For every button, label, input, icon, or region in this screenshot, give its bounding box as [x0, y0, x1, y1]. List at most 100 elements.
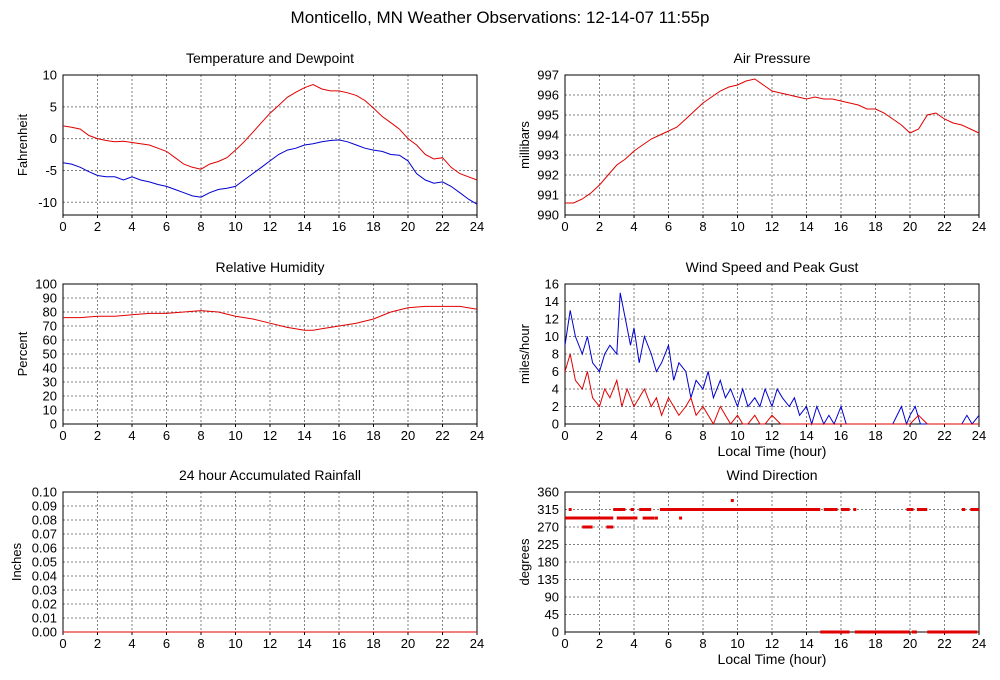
chart-title: Temperature and Dewpoint	[186, 50, 354, 66]
y-tick-label: 14	[545, 294, 559, 309]
y-tick-label: 0	[552, 417, 559, 432]
series-line-0	[565, 78, 980, 204]
series-line-0	[63, 305, 478, 331]
y-tick-label: 4	[552, 382, 559, 397]
y-tick-label: 8	[552, 347, 559, 362]
x-tick-label: 4	[630, 428, 637, 443]
y-axis-label: Inches	[9, 542, 24, 581]
chart-title: Air Pressure	[733, 50, 810, 66]
x-tick-label: 24	[470, 636, 484, 651]
y-tick-label: 135	[537, 572, 559, 587]
y-tick-label: 0.05	[32, 555, 57, 570]
y-tick-label: 997	[537, 68, 559, 83]
x-tick-label: 24	[972, 636, 986, 651]
x-tick-label: 2	[94, 219, 101, 234]
y-tick-label: 6	[552, 364, 559, 379]
x-tick-label: 6	[163, 219, 170, 234]
x-tick-label: 0	[561, 636, 568, 651]
x-tick-label: 16	[834, 428, 848, 443]
x-tick-label: 10	[730, 636, 744, 651]
x-tick-label: 20	[903, 428, 917, 443]
x-tick-label: 18	[366, 636, 380, 651]
x-tick-label: 18	[868, 636, 882, 651]
y-tick-label: 45	[545, 607, 559, 622]
y-tick-label: -5	[45, 163, 57, 178]
x-tick-label: 22	[937, 428, 951, 443]
x-tick-label: 14	[297, 219, 311, 234]
x-tick-label: 10	[228, 428, 242, 443]
y-tick-label: 991	[537, 188, 559, 203]
y-tick-label: 270	[537, 520, 559, 535]
chart-title: 24 hour Accumulated Rainfall	[179, 467, 361, 483]
x-tick-label: 24	[470, 428, 484, 443]
x-tick-label: 8	[699, 219, 706, 234]
x-tick-label: 12	[263, 636, 277, 651]
x-tick-label: 4	[128, 219, 135, 234]
y-tick-label: 0.04	[32, 569, 57, 584]
y-tick-label: 5	[50, 99, 57, 114]
x-tick-label: 18	[868, 428, 882, 443]
x-tick-label: 0	[59, 219, 66, 234]
x-tick-label: 2	[596, 428, 603, 443]
direction-point	[730, 499, 734, 503]
x-axis-label: Local Time (hour)	[718, 651, 827, 667]
x-tick-label: 12	[765, 219, 779, 234]
y-tick-label: 60	[43, 333, 57, 348]
x-tick-label: 18	[366, 428, 380, 443]
x-tick-label: 10	[228, 219, 242, 234]
x-tick-label: 12	[263, 428, 277, 443]
direction-point	[568, 508, 572, 511]
x-tick-label: 24	[470, 219, 484, 234]
y-tick-label: 0.09	[32, 499, 57, 514]
x-tick-label: 10	[228, 636, 242, 651]
y-tick-label: 90	[43, 291, 57, 306]
y-tick-label: 995	[537, 108, 559, 123]
x-tick-label: 8	[197, 636, 204, 651]
x-tick-label: 0	[59, 428, 66, 443]
x-tick-label: 24	[972, 219, 986, 234]
y-tick-label: 0	[552, 625, 559, 640]
y-tick-label: 100	[35, 277, 57, 292]
x-tick-label: 4	[630, 219, 637, 234]
series-line-0	[564, 292, 980, 426]
x-tick-label: 0	[561, 428, 568, 443]
x-tick-label: 16	[834, 219, 848, 234]
x-tick-label: 4	[630, 636, 637, 651]
y-axis-label: Percent	[15, 331, 30, 376]
x-tick-label: 8	[197, 428, 204, 443]
y-axis-label: degrees	[517, 538, 532, 585]
y-tick-label: 10	[545, 329, 559, 344]
x-tick-label: 16	[332, 219, 346, 234]
x-tick-label: 22	[937, 636, 951, 651]
y-tick-label: -10	[38, 195, 57, 210]
x-axis-label: Local Time (hour)	[718, 443, 827, 459]
y-tick-label: 0.02	[32, 597, 57, 612]
x-tick-label: 20	[401, 636, 415, 651]
series-line-0	[62, 83, 478, 181]
y-tick-label: 315	[537, 502, 559, 517]
x-tick-label: 6	[665, 219, 672, 234]
x-tick-label: 22	[435, 636, 449, 651]
y-tick-label: 16	[545, 277, 559, 292]
y-tick-label: 990	[537, 208, 559, 223]
x-tick-label: 6	[665, 428, 672, 443]
x-tick-label: 2	[596, 219, 603, 234]
y-tick-label: 0.07	[32, 527, 57, 542]
x-tick-label: 10	[730, 219, 744, 234]
y-tick-label: 994	[537, 128, 559, 143]
x-tick-label: 20	[903, 636, 917, 651]
x-tick-label: 16	[834, 636, 848, 651]
y-axis-label: miles/hour	[517, 323, 532, 384]
x-tick-label: 4	[128, 636, 135, 651]
y-tick-label: 0.00	[32, 625, 57, 640]
direction-point	[853, 508, 857, 511]
series-line-1	[62, 139, 478, 205]
x-tick-label: 0	[561, 219, 568, 234]
y-tick-label: 30	[43, 375, 57, 390]
